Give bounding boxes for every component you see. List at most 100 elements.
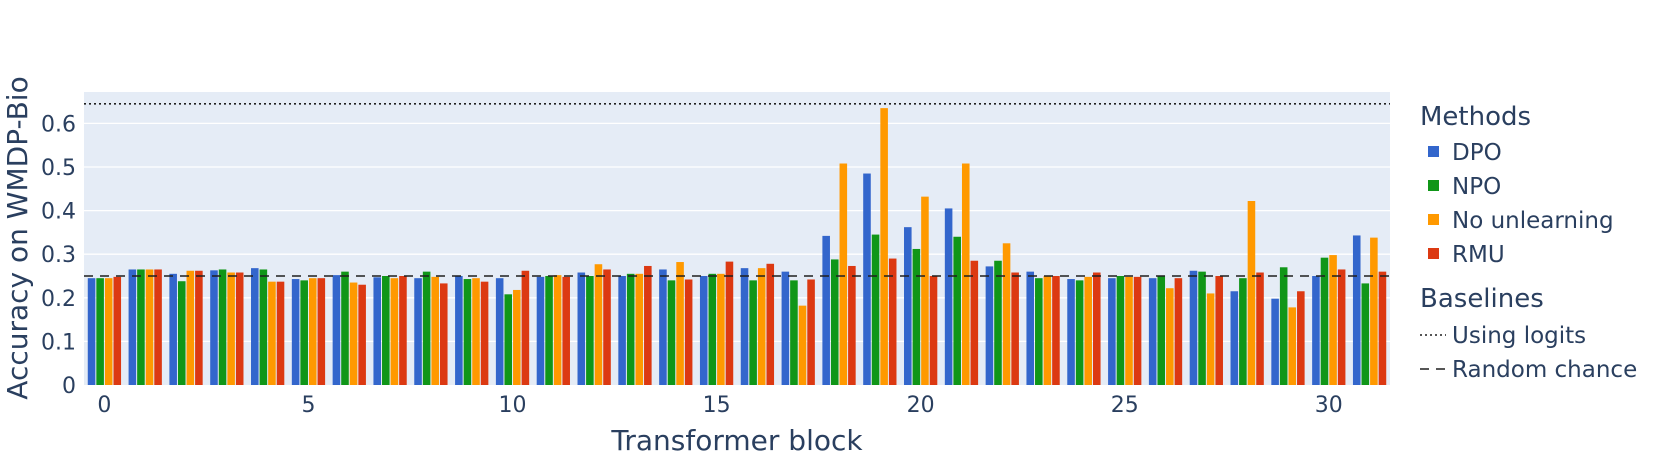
x-tick-label: 25 (1111, 393, 1139, 418)
bar-npo (504, 294, 513, 385)
bar-npo (871, 234, 880, 385)
x-tick-label: 0 (97, 393, 111, 418)
bar-rmu (766, 263, 775, 385)
bar-rmu (1092, 272, 1101, 385)
x-tick-label: 30 (1315, 393, 1343, 418)
bar-dpo (1352, 235, 1361, 385)
x-tick-label: 5 (301, 393, 315, 418)
bar-no-unlearning (227, 272, 235, 385)
bar-dpo (699, 276, 708, 385)
bar-rmu (195, 270, 203, 385)
bar-rmu (562, 276, 570, 385)
bar-npo (137, 269, 145, 385)
bar-no-unlearning (431, 276, 439, 385)
bar-dpo (414, 278, 422, 385)
bar-rmu (888, 258, 897, 385)
bar-dpo (455, 276, 463, 385)
bar-dpo (1108, 278, 1116, 385)
bar-dpo (332, 275, 341, 386)
bar-rmu (235, 272, 244, 385)
x-axis-title: Transformer block (610, 424, 863, 457)
bar-npo (667, 280, 676, 385)
bar-dpo (291, 279, 300, 385)
bar-npo (912, 248, 921, 385)
legend: Methods DPO NPO No unlearning RMU Baselines Us… (1420, 102, 1637, 383)
bar-npo (218, 269, 227, 385)
bar-no-unlearning (390, 278, 399, 385)
bar-npo (953, 236, 961, 385)
bar-rmu (1215, 276, 1223, 385)
bar-rmu (1337, 269, 1346, 385)
bar-dpo (1230, 291, 1239, 385)
bar-rmu (1378, 271, 1387, 385)
bar-dpo (251, 268, 259, 385)
bar-rmu (603, 269, 611, 385)
bar-no-unlearning (145, 269, 154, 385)
bar-no-unlearning (268, 281, 276, 385)
bar-no-unlearning (1288, 307, 1297, 385)
bar-npo (1361, 283, 1370, 385)
legend-swatch (1428, 180, 1439, 191)
bar-dpo (87, 278, 96, 385)
bar-no-unlearning (1043, 276, 1052, 385)
bar-npo (1157, 276, 1166, 385)
bar-dpo (618, 276, 626, 385)
bar-no-unlearning (594, 264, 603, 385)
bar-no-unlearning (757, 268, 766, 385)
x-tick-label: 10 (499, 393, 527, 418)
bar-rmu (725, 261, 734, 385)
bar-dpo (536, 276, 545, 385)
bar-no-unlearning (921, 196, 929, 385)
bar-dpo (1189, 270, 1198, 385)
bar-npo (1035, 278, 1043, 385)
bar-dpo (1271, 298, 1279, 385)
bar-npo (1279, 267, 1288, 385)
bar-dpo (659, 269, 667, 385)
bar-dpo (210, 270, 218, 385)
bar-no-unlearning (1206, 293, 1215, 385)
bar-no-unlearning (676, 262, 684, 385)
bar-rmu (1256, 272, 1264, 385)
bar-dpo (781, 271, 790, 385)
bar-rmu (317, 278, 326, 385)
bar-dpo (985, 266, 994, 385)
bar-dpo (1312, 276, 1320, 385)
bar-no-unlearning (1370, 237, 1378, 385)
y-tick-label: 0.1 (41, 330, 76, 355)
y-axis-title: Accuracy on WMDP-Bio (1, 76, 34, 399)
bar-rmu (399, 276, 407, 385)
bar-npo (463, 279, 472, 385)
bar-no-unlearning (1002, 243, 1011, 385)
bar-no-unlearning (717, 273, 725, 385)
legend-swatch (1428, 248, 1439, 259)
bar-no-unlearning (104, 278, 113, 385)
bar-dpo (577, 272, 586, 385)
y-tick-label: 0.5 (41, 156, 76, 181)
bar-rmu (1174, 278, 1183, 385)
bar-rmu (439, 283, 448, 385)
bar-rmu (929, 276, 938, 385)
bar-rmu (1133, 276, 1142, 385)
bar-npo (586, 276, 594, 385)
bar-dpo (128, 269, 137, 385)
y-tick-label: 0.3 (41, 243, 76, 268)
bar-no-unlearning (961, 163, 970, 385)
legend-item: DPO (1452, 140, 1502, 166)
bar-npo (96, 278, 104, 385)
bar-npo (994, 260, 1002, 385)
bar-rmu (848, 265, 856, 385)
y-tick-label: 0.4 (41, 200, 76, 225)
bar-npo (626, 273, 635, 385)
bar-rmu (807, 279, 815, 385)
bar-npo (341, 271, 349, 385)
bar-dpo (1067, 279, 1075, 385)
bar-no-unlearning (1084, 276, 1092, 385)
legend-title-methods: Methods (1420, 102, 1531, 132)
bar-dpo (904, 227, 912, 385)
y-tick-labels: 0 0.1 0.2 0.3 0.4 0.5 0.6 (41, 112, 76, 399)
bar-npo (749, 280, 757, 385)
bar-no-unlearning (186, 270, 195, 385)
bar-rmu (970, 260, 979, 385)
bar-npo (422, 271, 431, 385)
